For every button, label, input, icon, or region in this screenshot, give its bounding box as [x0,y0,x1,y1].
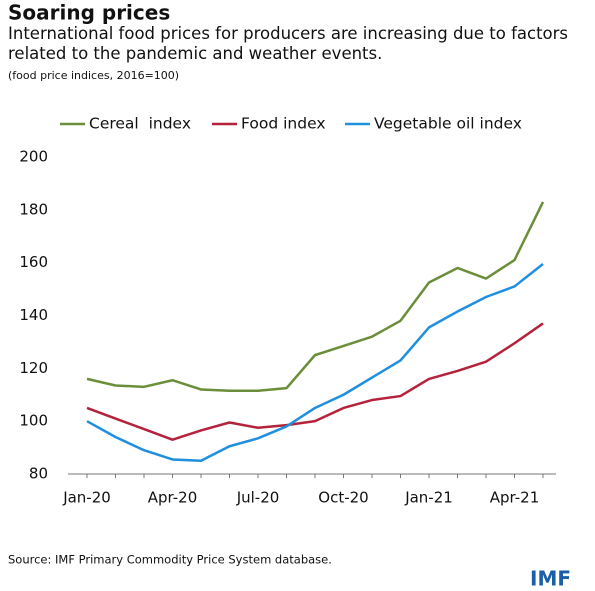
y-tick-label: 120 [19,359,48,377]
y-tick-label: 160 [19,253,48,271]
source: Source: IMF Primary Commodity Price Syst… [8,553,332,567]
x-tick-label: Oct-20 [318,489,368,507]
y-tick-label: 80 [29,465,48,483]
y-tick-label: 180 [19,200,48,218]
series-line [86,263,544,463]
x-tick-label: Jul-20 [236,489,280,507]
series-line [86,201,545,393]
series-line [86,322,544,441]
subtitle-box: International food prices for producers … [8,24,569,63]
chart-subtitle: International food prices for producers … [8,24,569,63]
y-tick-label: 140 [19,306,48,324]
x-tick-label: Apr-20 [148,489,198,507]
chart-title: Soaring prices [8,1,170,25]
y-tick-label: 200 [19,148,48,166]
legend-label: Vegetable oil index [374,115,522,133]
logo: IMF [530,567,571,591]
chart-note: (food price indices, 2016=100) [8,69,179,82]
x-tick-label: Jan-20 [62,489,111,507]
x-tick-label: Apr-21 [490,489,540,507]
legend-label: Cereal index [89,115,191,133]
y-tick-label: 100 [19,412,48,430]
x-tick-label: Jan-21 [404,489,453,507]
legend-label: Food index [241,115,326,133]
